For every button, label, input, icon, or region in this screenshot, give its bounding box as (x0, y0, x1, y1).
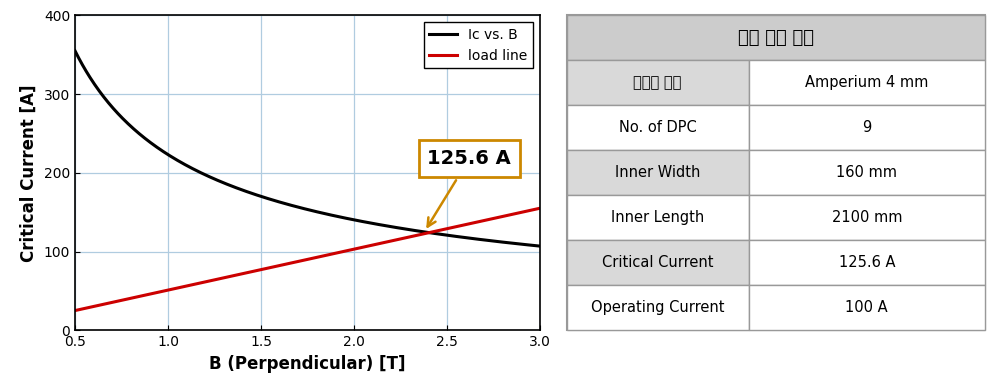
Text: Inner Length: Inner Length (611, 210, 704, 225)
Text: Inner Width: Inner Width (615, 165, 700, 180)
Bar (567, 240, 749, 285)
Text: 계자 코일 사양: 계자 코일 사양 (738, 29, 814, 47)
Bar (567, 105, 749, 150)
Ic vs. B (69, 48, 81, 53)
Text: 2100 mm: 2100 mm (832, 210, 902, 225)
X-axis label: B (Perpendicular) [T]: B (Perpendicular) [T] (209, 355, 406, 372)
Ic vs. B (523, 243, 535, 247)
load line (293, 259, 305, 264)
Text: Operating Current: Operating Current (591, 300, 724, 315)
Text: 100 A: 100 A (845, 300, 888, 315)
Legend: Ic vs. B, load line: Ic vs. B, load line (424, 22, 533, 68)
Text: Amperium 4 mm: Amperium 4 mm (805, 75, 928, 90)
Bar (567, 195, 749, 240)
Ic vs. B (321, 212, 333, 216)
Y-axis label: Critical Current [A]: Critical Current [A] (20, 84, 38, 262)
Bar (749, 150, 985, 195)
Bar (749, 105, 985, 150)
Ic vs. B (450, 234, 462, 239)
Bar (749, 240, 985, 285)
Text: 9: 9 (862, 120, 871, 135)
Text: 125.6 A: 125.6 A (427, 149, 511, 227)
Bar (567, 150, 749, 195)
Line: Ic vs. B: Ic vs. B (75, 51, 540, 246)
Text: Critical Current: Critical Current (602, 255, 713, 270)
Bar (749, 195, 985, 240)
Ic vs. B (290, 204, 302, 209)
Bar (749, 60, 985, 105)
Bar (567, 15, 985, 60)
Text: No. of DPC: No. of DPC (619, 120, 696, 135)
Text: 125.6 A: 125.6 A (839, 255, 895, 270)
Ic vs. B (293, 205, 305, 210)
Bar (749, 285, 985, 330)
load line (450, 224, 462, 229)
load line (346, 247, 358, 252)
Ic vs. B (346, 217, 358, 222)
Line: load line: load line (75, 208, 540, 311)
load line (523, 209, 535, 213)
Text: 160 mm: 160 mm (836, 165, 897, 180)
Bar (567, 285, 749, 330)
load line (290, 260, 302, 264)
load line (321, 253, 333, 258)
Bar (567, 60, 749, 105)
Ic vs. B (534, 244, 546, 248)
load line (534, 206, 546, 210)
load line (69, 308, 81, 313)
Text: 초전도 선재: 초전도 선재 (633, 75, 682, 90)
